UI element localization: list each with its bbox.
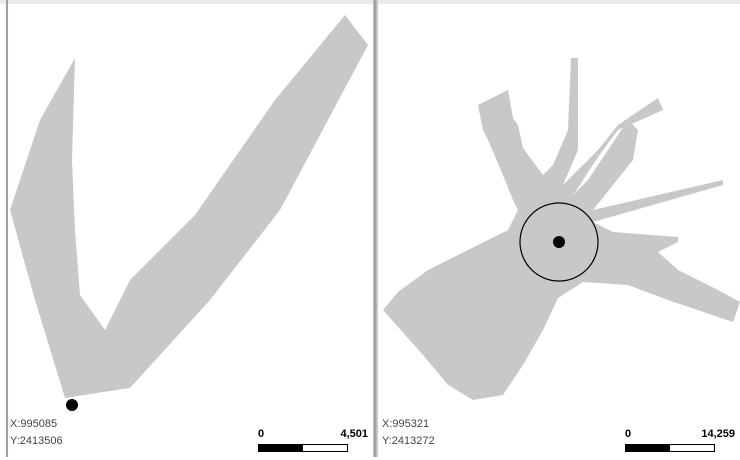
left-map-panel[interactable]: X:995085 Y:2413506 0 4,501 (0, 0, 374, 457)
scale-bar-black-segment (259, 445, 303, 451)
y-coordinate: Y:2413272 (382, 435, 435, 447)
map-frame-top (378, 0, 740, 4)
left-map-canvas[interactable] (0, 0, 374, 457)
coordinate-readout: X:995321 Y:2413272 (382, 416, 435, 450)
map-frame-left (6, 0, 8, 457)
scale-max-label: 14,259 (701, 428, 735, 440)
right-map-canvas[interactable] (378, 0, 740, 457)
scale-bar-graphic (625, 444, 715, 452)
search-radius-circle (519, 202, 599, 282)
radial-polygon-feature (383, 58, 740, 400)
scale-bar: 0 14,259 (625, 428, 735, 460)
v-shaped-polygon-feature (10, 15, 368, 398)
scale-min-label: 0 (258, 428, 265, 440)
right-map-panel[interactable]: X:995321 Y:2413272 0 14,259 (378, 0, 740, 457)
location-point-marker (66, 399, 78, 411)
scale-bar-black-segment (626, 445, 670, 451)
scale-bar: 0 4,501 (258, 428, 368, 460)
x-coordinate: X:995321 (382, 418, 430, 430)
scale-bar-graphic (258, 444, 348, 452)
x-coordinate: X:995085 (10, 418, 58, 430)
panel-divider[interactable] (373, 0, 378, 457)
map-frame-top (0, 0, 374, 4)
y-coordinate: Y:2413506 (10, 435, 63, 447)
location-point-marker (553, 236, 565, 248)
coordinate-readout: X:995085 Y:2413506 (10, 416, 63, 450)
scale-min-label: 0 (625, 428, 632, 440)
scale-max-label: 4,501 (340, 428, 368, 440)
